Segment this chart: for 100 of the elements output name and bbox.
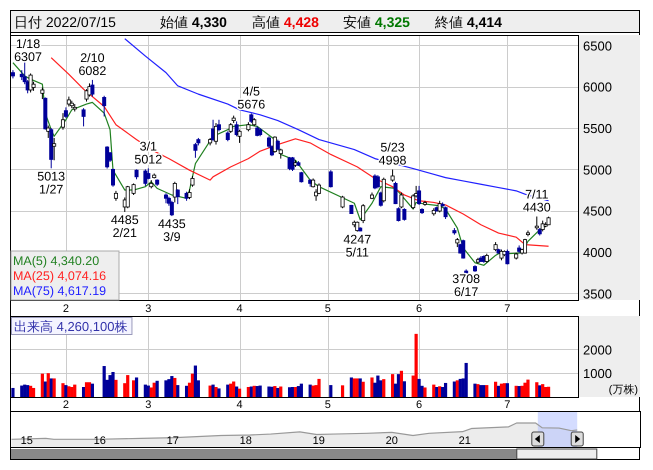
- text: 安値 4,325: [343, 14, 410, 30]
- bar: [126, 375, 130, 397]
- text: 高値 4,428: [252, 14, 320, 30]
- bar: [52, 378, 56, 397]
- bar: [26, 385, 30, 397]
- candlestick: [417, 185, 422, 206]
- x-tick-label: 3: [145, 399, 152, 411]
- y-tick-label: 4500: [583, 204, 612, 219]
- bar: [423, 387, 427, 397]
- x-tick-label: 3: [145, 303, 152, 315]
- bar: [73, 384, 76, 397]
- candlestick: [52, 137, 56, 161]
- annotation: 4247 5/11: [343, 232, 372, 260]
- bar: [64, 385, 68, 397]
- annotation: 4435 3/9: [158, 217, 186, 244]
- text: 始値 4,330: [160, 14, 228, 30]
- bar: [164, 380, 168, 397]
- bar: [317, 378, 321, 397]
- bar: [538, 385, 542, 397]
- candlestick: [64, 106, 68, 119]
- bar: [217, 388, 221, 397]
- candlestick: [193, 142, 198, 158]
- candlestick: [402, 208, 406, 222]
- candlestick: [361, 204, 366, 224]
- bar: [340, 385, 344, 397]
- bar: [441, 386, 444, 397]
- text: MA(5) 4,340.20: [13, 254, 100, 268]
- candlestick: [102, 95, 106, 117]
- chart-title: 出来高 4,260,100株: [14, 319, 128, 334]
- bar: [194, 366, 198, 397]
- x-tick-label: 21: [458, 435, 471, 447]
- bar: [518, 386, 521, 397]
- bar: [61, 383, 65, 397]
- candlestick: [90, 79, 94, 98]
- y-tick-label: 5000: [583, 162, 612, 178]
- y-tick-label: 3500: [583, 286, 612, 302]
- bar: [32, 388, 36, 397]
- bar: [402, 381, 406, 397]
- bar: [90, 384, 94, 397]
- y-tick-label: 2000: [583, 342, 612, 358]
- bar: [211, 384, 215, 397]
- line-series: [124, 38, 550, 202]
- bar: [29, 386, 32, 397]
- bar: [362, 382, 365, 397]
- bar: [134, 377, 138, 397]
- y-tick-label: 4000: [583, 245, 612, 260]
- bar: [520, 386, 524, 397]
- candlestick: [390, 169, 395, 182]
- bar: [114, 380, 118, 397]
- candlestick: [126, 185, 130, 209]
- bar: [502, 383, 506, 397]
- x-tick-label: 5: [324, 399, 331, 411]
- candlestick: [396, 206, 400, 222]
- candlestick: [226, 130, 230, 142]
- x-tick-label: 5: [324, 303, 331, 315]
- chart-title: 日付 2022/07/15: [14, 14, 116, 30]
- candlestick: [40, 87, 44, 100]
- candlestick: [246, 122, 250, 132]
- bar: [473, 384, 477, 397]
- bar: [258, 386, 262, 397]
- bar: [20, 386, 24, 397]
- bar: [108, 375, 112, 397]
- bar: [352, 378, 356, 397]
- bar: [312, 386, 315, 397]
- bar: [267, 386, 271, 397]
- candlestick: [299, 171, 304, 184]
- text: MA(25) 4,074.16: [13, 269, 106, 283]
- candlestick: [28, 72, 33, 93]
- bar: [235, 386, 238, 397]
- candlestick: [105, 146, 110, 170]
- bar: [279, 386, 282, 397]
- bar: [523, 382, 527, 397]
- bar: [329, 385, 332, 397]
- bar: [400, 370, 404, 397]
- bar: [396, 374, 400, 397]
- bar: [546, 386, 550, 397]
- bar: [500, 384, 504, 397]
- candlestick: [238, 129, 242, 144]
- candlestick: [505, 249, 510, 265]
- candlestick: [170, 200, 174, 217]
- candlestick: [190, 175, 194, 188]
- bar: [514, 386, 518, 397]
- bar: [494, 382, 498, 397]
- bar: [229, 384, 232, 397]
- bar: [496, 386, 500, 397]
- x-tick-label: 4: [236, 399, 243, 411]
- bar: [290, 386, 294, 397]
- x-tick-label: 6: [416, 303, 422, 315]
- x-tick-label: 6: [416, 399, 422, 411]
- candlestick: [228, 122, 233, 134]
- candlestick: [143, 168, 148, 186]
- x-tick-label: 7: [504, 303, 510, 315]
- bar: [132, 380, 136, 397]
- bar: [300, 384, 303, 397]
- candlestick: [188, 188, 192, 200]
- bar: [414, 334, 418, 397]
- bar: [102, 366, 106, 397]
- bar: [256, 386, 259, 397]
- text: 終値 4,414: [434, 14, 502, 30]
- candlestick: [249, 112, 254, 124]
